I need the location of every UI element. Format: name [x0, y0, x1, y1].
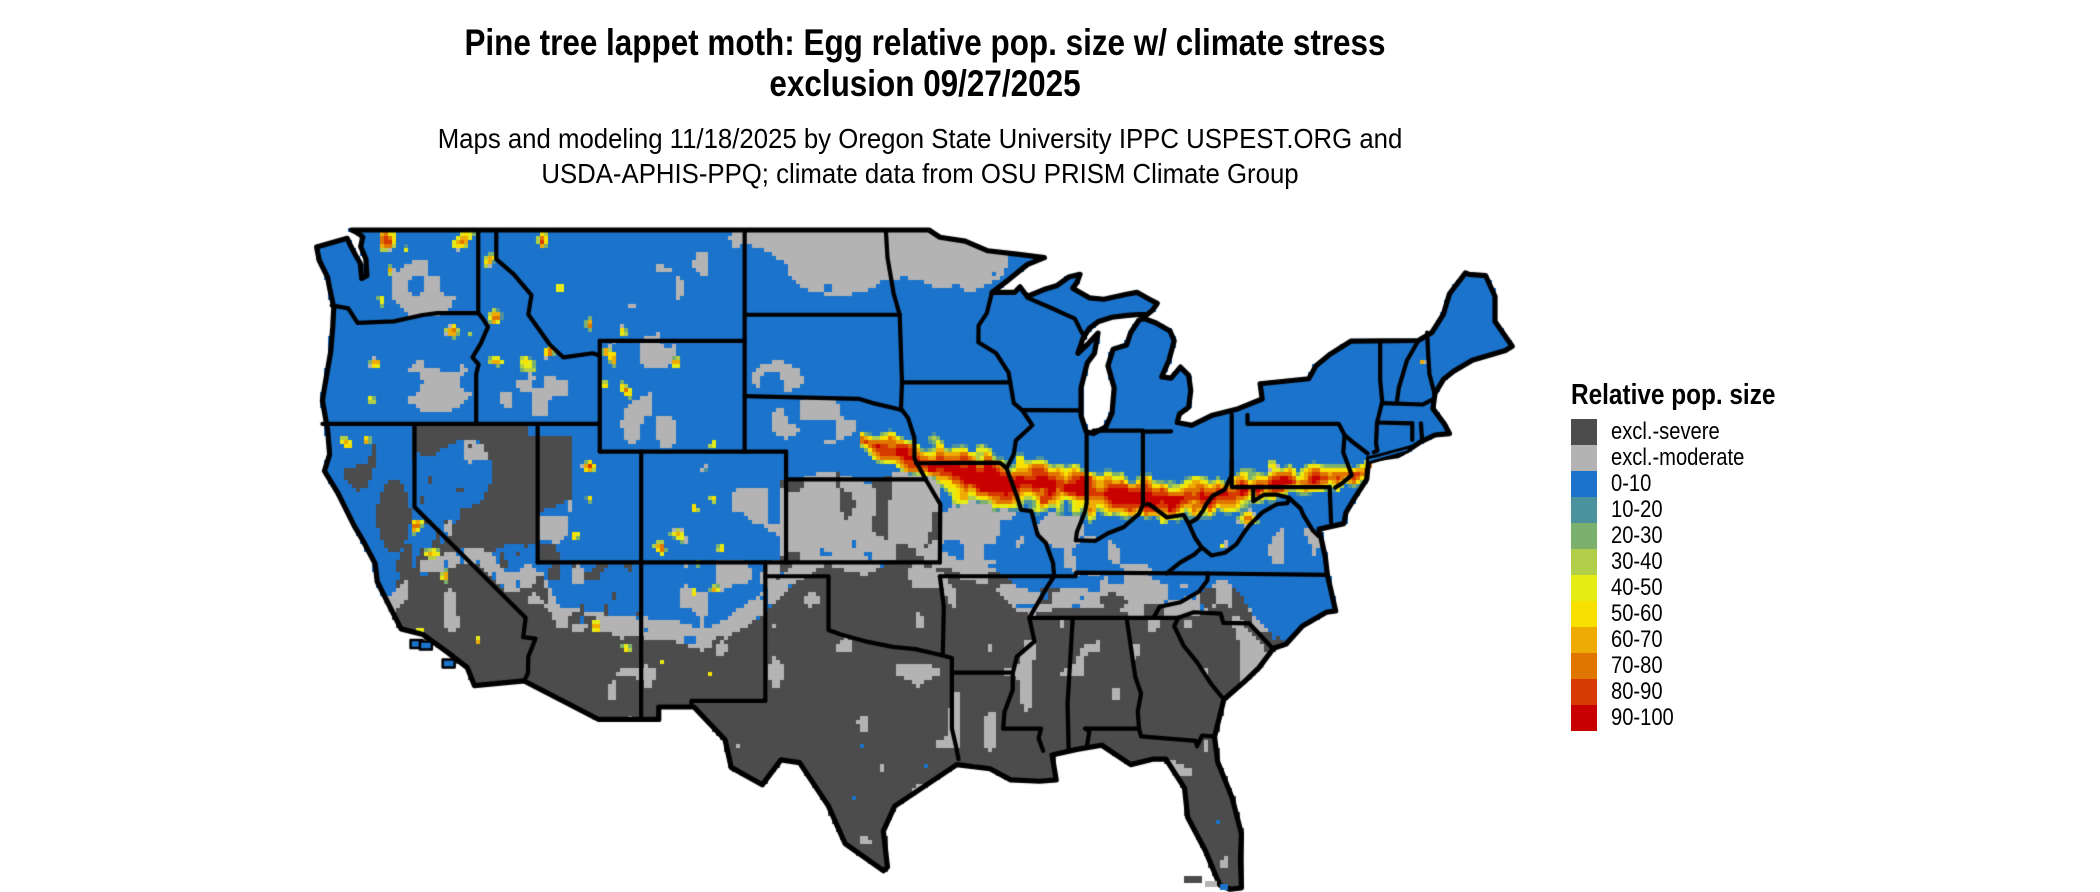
legend-label: 90-100 [1611, 704, 1674, 731]
legend-swatch-b80 [1571, 679, 1597, 705]
legend-label: 0-10 [1611, 470, 1652, 497]
legend-swatch-b90 [1571, 705, 1597, 731]
legend-swatch-b30 [1571, 549, 1597, 575]
legend-label: 80-90 [1611, 678, 1663, 705]
legend-entry-b0: 0-10 [1571, 470, 1814, 497]
legend-label: 60-70 [1611, 626, 1663, 653]
legend-label: 10-20 [1611, 496, 1663, 523]
legend-entry-b20: 20-30 [1571, 522, 1814, 549]
legend-swatch-b60 [1571, 627, 1597, 653]
map-subtitle: Maps and modeling 11/18/2025 by Oregon S… [377, 121, 1463, 191]
legend-entries: excl.-severe excl.-moderate 0-10 10-20 20-30… [1571, 418, 1814, 731]
legend-label: 30-40 [1611, 548, 1663, 575]
legend-entry-b30: 30-40 [1571, 548, 1814, 575]
map-subtitle-line1: Maps and modeling 11/18/2025 by Oregon S… [437, 123, 1403, 154]
legend-entry-sev: excl.-severe [1571, 418, 1814, 445]
legend-entry-b50: 50-60 [1571, 600, 1814, 627]
legend-swatch-b50 [1571, 601, 1597, 627]
legend-swatch-b40 [1571, 575, 1597, 601]
legend-entry-b60: 60-70 [1571, 626, 1814, 653]
legend: Relative pop. size excl.-severe excl.-mod… [1571, 380, 1814, 731]
legend-label: 70-80 [1611, 652, 1663, 679]
legend-label: 20-30 [1611, 522, 1663, 549]
legend-title: Relative pop. size [1571, 379, 1776, 411]
map-subtitle-line2: USDA-APHIS-PPQ; climate data from OSU PR… [541, 158, 1299, 189]
legend-entry-b80: 80-90 [1571, 678, 1814, 705]
us-distribution-map [300, 212, 1520, 892]
map-title-line1: Pine tree lappet moth: Egg relative pop.… [464, 22, 1386, 63]
legend-swatch-sev [1571, 419, 1597, 445]
page-title: Pine tree lappet moth: Egg relative pop.… [419, 22, 1431, 104]
legend-swatch-b0 [1571, 471, 1597, 497]
legend-entry-mod: excl.-moderate [1571, 444, 1814, 471]
legend-swatch-b70 [1571, 653, 1597, 679]
legend-label: 40-50 [1611, 574, 1663, 601]
legend-entry-b10: 10-20 [1571, 496, 1814, 523]
legend-entry-b40: 40-50 [1571, 574, 1814, 601]
legend-entry-b70: 70-80 [1571, 652, 1814, 679]
legend-swatch-b20 [1571, 523, 1597, 549]
legend-swatch-b10 [1571, 497, 1597, 523]
legend-swatch-mod [1571, 445, 1597, 471]
legend-label: 50-60 [1611, 600, 1663, 627]
legend-entry-b90: 90-100 [1571, 704, 1814, 731]
legend-label: excl.-moderate [1611, 444, 1745, 471]
legend-label: excl.-severe [1611, 418, 1720, 445]
map-title-line2: exclusion 09/27/2025 [769, 63, 1081, 104]
